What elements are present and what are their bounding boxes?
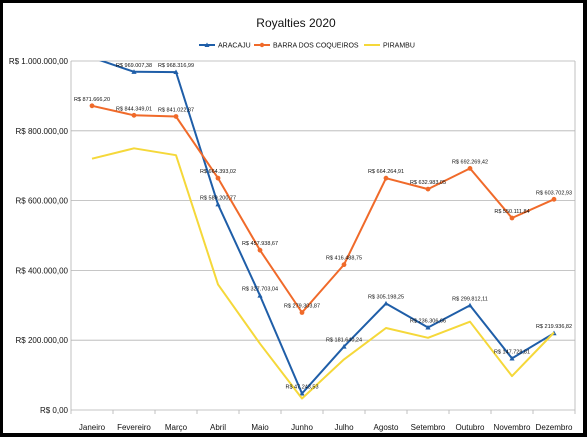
data-point xyxy=(173,69,179,75)
legend-item: PIRAMBU xyxy=(364,43,415,50)
gridlines xyxy=(70,60,576,414)
y-tick-label: R$ 400.000,00 xyxy=(16,266,69,275)
data-label: R$ 664.393,02 xyxy=(200,169,236,175)
data-label: R$ 632.983,05 xyxy=(410,180,446,186)
data-point xyxy=(299,390,305,396)
data-point xyxy=(467,302,473,308)
y-tick-label: R$ 1.000.000,00 xyxy=(9,57,69,66)
data-point xyxy=(131,69,137,74)
data-label: R$ 279.303,87 xyxy=(284,304,320,310)
x-tick-label: Fevereiro xyxy=(117,423,151,432)
chart-panel: Royalties 2020 ARACAJU BARRA DOS COQUEIRO… xyxy=(3,3,583,433)
data-point xyxy=(131,112,137,118)
data-label: R$ 550.111,84 xyxy=(494,209,529,215)
series-barra-dos-coqueiros xyxy=(89,103,557,315)
data-point xyxy=(215,201,221,207)
series-line xyxy=(91,147,555,400)
data-point xyxy=(89,55,94,60)
data-point xyxy=(551,196,557,202)
data-label: R$ 589.200,77 xyxy=(200,195,236,201)
x-tick-label: Outubro xyxy=(456,423,485,432)
x-tick-label: Agosto xyxy=(374,423,399,432)
data-point xyxy=(509,355,515,361)
data-point xyxy=(215,175,221,181)
data-point xyxy=(509,215,515,221)
data-label: R$ 327.703,04 xyxy=(242,287,278,293)
data-label: R$ 305.198,25 xyxy=(368,294,404,300)
x-axis: Janeiro Fevereiro Março Abril Maio Junho Julho… xyxy=(79,423,573,432)
data-point xyxy=(467,165,473,171)
legend-item: ARACAJU xyxy=(199,42,251,50)
x-tick-label: Junho xyxy=(291,423,313,432)
data-point xyxy=(425,324,431,330)
y-tick-label: R$ 200.000,00 xyxy=(16,336,69,345)
data-label: R$ 147.728,81 xyxy=(494,349,530,355)
y-tick-label: R$ 0,00 xyxy=(40,406,69,415)
data-labels: R$ 969.007,38 R$ 968.316,99 R$ 589.200,77 R… xyxy=(74,63,572,391)
x-tick-label: Março xyxy=(165,423,188,432)
data-point xyxy=(425,186,431,192)
chart-title: Royalties 2020 xyxy=(256,16,336,30)
data-point xyxy=(257,247,263,253)
legend-item: BARRA DOS COQUEIROS xyxy=(254,43,359,50)
data-label: R$ 457.938,67 xyxy=(242,241,278,247)
data-point xyxy=(341,262,347,268)
data-label: R$ 841.022,87 xyxy=(158,107,194,113)
y-tick-label: R$ 800.000,00 xyxy=(16,127,69,136)
legend-label: PIRAMBU xyxy=(383,43,415,50)
data-point xyxy=(383,175,389,181)
data-point xyxy=(299,310,305,315)
x-tick-label: Maio xyxy=(251,423,269,432)
y-tick-label: R$ 600.000,00 xyxy=(16,197,69,206)
data-point xyxy=(89,103,95,109)
data-label: R$ 416.488,75 xyxy=(326,256,362,262)
legend-marker xyxy=(204,42,210,47)
legend-label: ARACAJU xyxy=(218,43,251,50)
data-point xyxy=(173,114,179,119)
data-label: R$ 603.702,93 xyxy=(536,190,572,196)
y-axis: R$ 0,00 R$ 200.000,00 R$ 400.000,00 R$ 600.… xyxy=(9,57,69,415)
x-tick-label: Abril xyxy=(210,423,226,432)
series-aracaju xyxy=(89,55,557,396)
x-tick-label: Dezembro xyxy=(536,423,573,432)
data-label: R$ 299.812,11 xyxy=(452,296,488,302)
series-layer xyxy=(89,55,557,400)
data-point xyxy=(383,300,389,306)
x-tick-label: Novembro xyxy=(494,423,531,432)
x-tick-label: Julho xyxy=(334,423,354,432)
data-label: R$ 692.269,42 xyxy=(452,159,488,165)
data-label: R$ 969.007,38 xyxy=(116,63,152,69)
data-label: R$ 236.306,66 xyxy=(410,319,446,325)
legend-label: BARRA DOS COQUEIROS xyxy=(273,43,359,50)
series-line xyxy=(91,104,555,314)
data-label: R$ 181.640,24 xyxy=(326,338,362,344)
legend: ARACAJU BARRA DOS COQUEIROS PIRAMBU xyxy=(199,42,415,50)
data-point xyxy=(341,344,347,349)
legend-marker xyxy=(259,42,265,48)
data-label: R$ 219.936,82 xyxy=(536,324,572,330)
data-label: R$ 664.264,91 xyxy=(368,169,404,175)
data-point xyxy=(257,293,263,298)
data-label: R$ 871.666,20 xyxy=(74,97,110,103)
data-label: R$ 968.316,99 xyxy=(158,63,194,69)
data-label: R$ 47.243,53 xyxy=(285,385,318,391)
data-label: R$ 844.349,01 xyxy=(116,106,152,112)
series-line xyxy=(99,61,555,395)
x-tick-label: Janeiro xyxy=(79,423,106,432)
line-chart: Royalties 2020 ARACAJU BARRA DOS COQUEIRO… xyxy=(9,16,576,432)
x-tick-label: Setembro xyxy=(411,423,446,432)
series-pirambu xyxy=(91,147,555,400)
